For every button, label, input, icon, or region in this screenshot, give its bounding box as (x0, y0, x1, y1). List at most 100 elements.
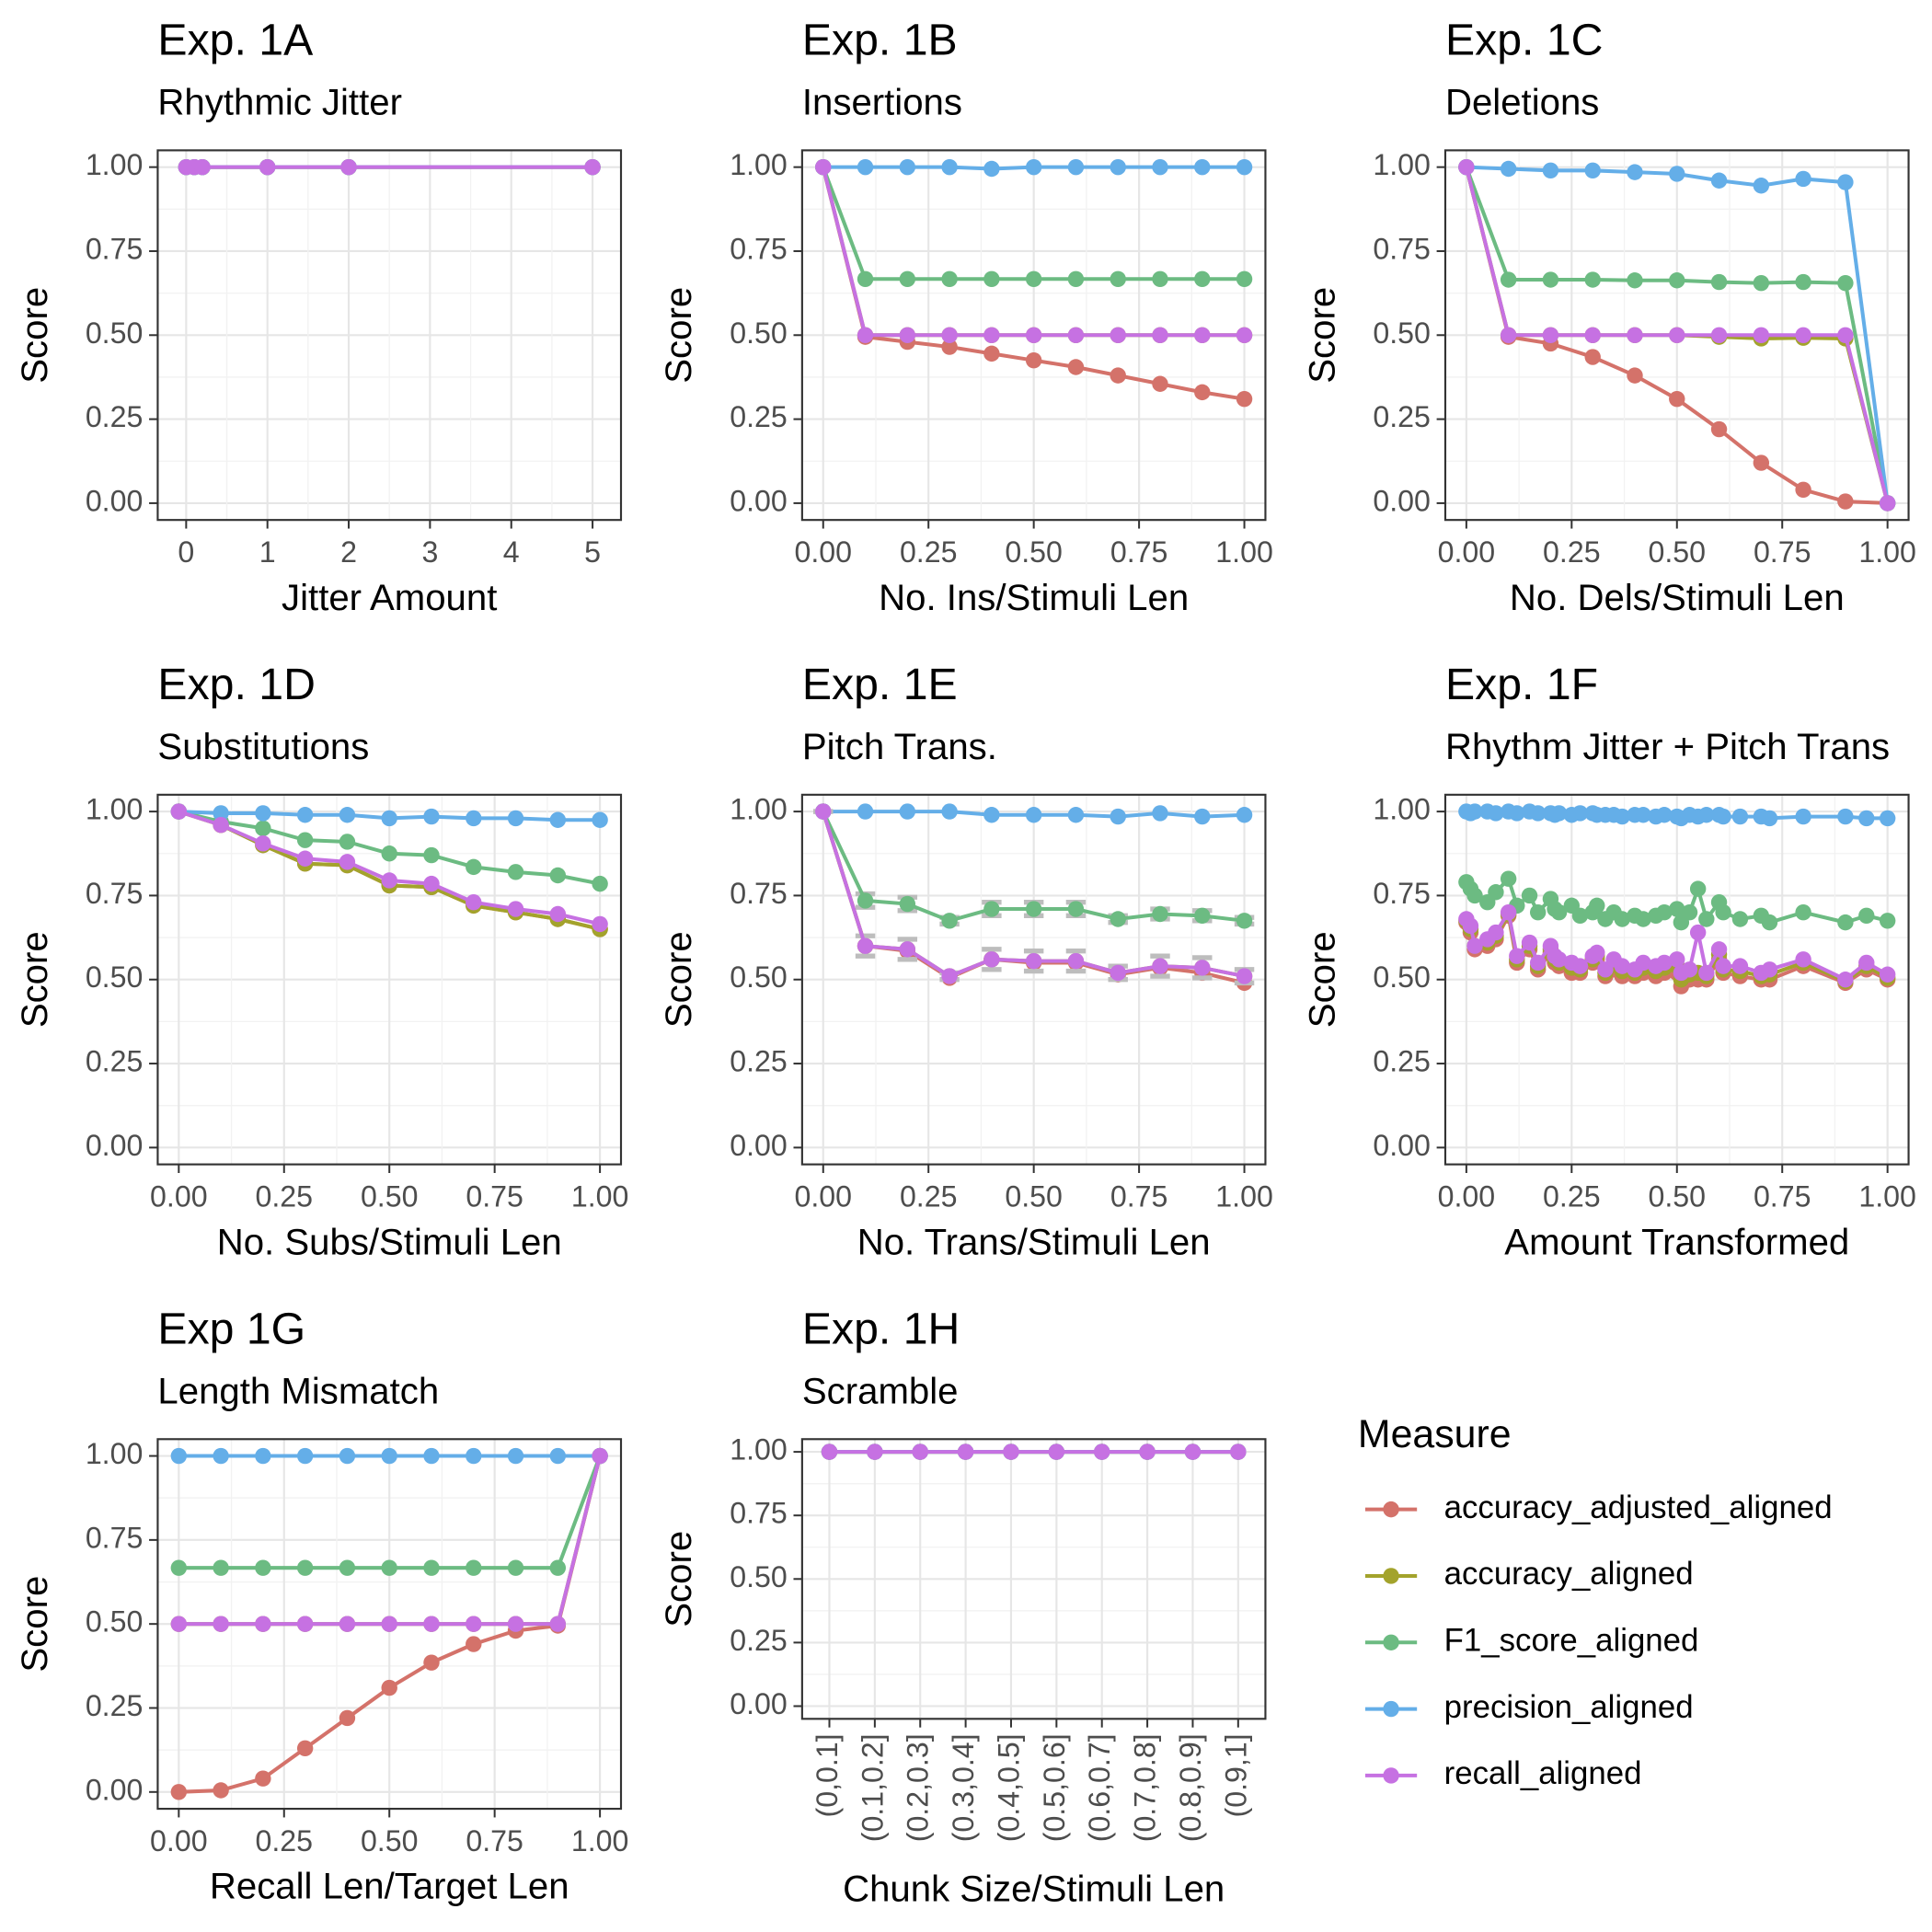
data-point (1710, 172, 1728, 189)
data-point (584, 158, 601, 176)
legend-label: F1_score_aligned (1444, 1622, 1699, 1658)
data-point (1194, 327, 1211, 343)
y-axis-title: Score (1301, 931, 1342, 1028)
data-point (1529, 903, 1547, 921)
data-point (1110, 911, 1126, 927)
data-point (1879, 966, 1896, 983)
y-tick-label: 0.25 (730, 1045, 788, 1078)
data-point (957, 1443, 974, 1460)
x-tick-label: (0.2,0.3] (902, 1733, 935, 1842)
data-point (170, 803, 188, 820)
data-point (1466, 803, 1483, 820)
panel-subtitle: Substitutions (157, 726, 369, 767)
y-tick-label: 0.25 (1373, 1045, 1431, 1078)
x-tick-label: 1.00 (1858, 535, 1916, 569)
data-point (1669, 166, 1685, 182)
data-point (1152, 270, 1168, 287)
data-point (1669, 327, 1685, 343)
data-point (1194, 384, 1211, 401)
data-point (339, 1709, 356, 1727)
y-tick-label: 0.50 (1373, 316, 1431, 350)
data-point (255, 1616, 271, 1632)
data-point (1067, 359, 1085, 375)
data-point (423, 808, 440, 825)
data-point (857, 327, 874, 343)
y-tick-label: 0.25 (86, 1045, 144, 1078)
data-point (1025, 270, 1042, 287)
data-point (1669, 390, 1685, 408)
data-point (296, 1447, 314, 1465)
data-point (1627, 367, 1643, 384)
data-point (255, 1559, 271, 1576)
data-point (1837, 327, 1854, 343)
data-point (815, 158, 832, 176)
data-point (1500, 870, 1517, 887)
x-tick-label: 0 (178, 535, 194, 569)
x-axis-title: No. Ins/Stimuli Len (879, 577, 1189, 618)
data-point (1795, 951, 1811, 968)
data-point (1710, 327, 1728, 343)
x-tick-label: 0.75 (466, 1824, 523, 1857)
panel-title: Exp. 1F (1445, 660, 1598, 709)
data-point (1689, 924, 1707, 941)
panel-border (1443, 793, 1910, 1166)
x-axis-title: Jitter Amount (282, 577, 497, 618)
panel-border (800, 149, 1267, 522)
data-point (1698, 807, 1715, 823)
data-point (339, 1559, 356, 1576)
data-point (1488, 924, 1504, 941)
x-tick-label: (0.3,0.4] (947, 1733, 980, 1842)
data-point (1715, 903, 1731, 921)
data-point (213, 817, 229, 834)
x-tick-label: 3 (421, 535, 438, 569)
data-point (255, 1447, 271, 1465)
data-point (1689, 880, 1707, 897)
panel-title: Exp. 1C (1445, 16, 1603, 65)
data-point (857, 270, 874, 287)
x-axis-title: Chunk Size/Stimuli Len (843, 1868, 1225, 1909)
data-point (213, 1447, 229, 1465)
y-tick-label: 0.75 (730, 232, 788, 265)
data-point (983, 807, 1000, 823)
data-point (507, 1616, 524, 1632)
legend-label: accuracy_aligned (1444, 1556, 1694, 1592)
data-point (423, 1616, 440, 1632)
data-point (1466, 937, 1483, 954)
data-point (941, 968, 958, 984)
y-tick-label: 0.25 (86, 400, 144, 433)
data-point (867, 1443, 883, 1460)
y-axis-title: Score (14, 287, 55, 384)
data-point (507, 1447, 524, 1465)
data-point (983, 160, 1000, 178)
panel-subtitle: Deletions (1445, 81, 1599, 122)
y-tick-label: 1.00 (730, 793, 788, 826)
data-point (1236, 968, 1253, 984)
data-point (170, 1447, 188, 1465)
data-point (1731, 808, 1749, 825)
x-tick-label: 0.25 (256, 1180, 314, 1213)
data-point (466, 858, 482, 876)
x-tick-label: 4 (503, 535, 520, 569)
data-point (466, 1636, 482, 1652)
data-point (1698, 964, 1715, 982)
x-tick-label: (0.8,0.9] (1174, 1733, 1207, 1842)
data-point (296, 850, 314, 867)
data-point (1589, 944, 1605, 961)
data-point (1110, 270, 1126, 287)
x-tick-label: 0.25 (256, 1824, 314, 1857)
data-point (1509, 948, 1525, 964)
data-point (1753, 454, 1770, 471)
data-point (255, 820, 271, 837)
legend-title: Measure (1358, 1412, 1512, 1456)
y-tick-label: 0.25 (86, 1689, 144, 1722)
data-point (255, 1770, 271, 1787)
data-point (1542, 271, 1559, 288)
panel-border (800, 793, 1267, 1166)
x-tick-label: 1.00 (571, 1180, 629, 1213)
data-point (296, 807, 314, 823)
data-point (1236, 807, 1253, 823)
data-point (1614, 958, 1630, 974)
data-point (1698, 911, 1715, 927)
data-point (1681, 961, 1698, 978)
data-point (1067, 327, 1085, 343)
